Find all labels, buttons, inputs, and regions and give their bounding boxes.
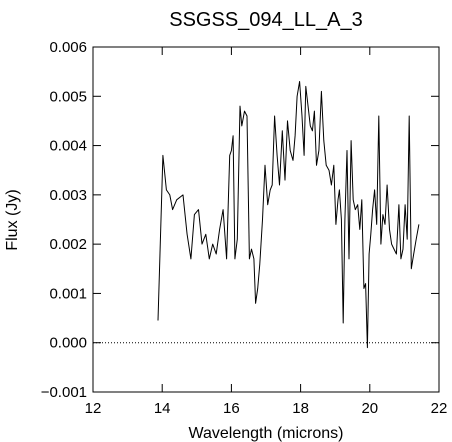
y-tick-label: 0.003	[49, 187, 87, 204]
x-tick-label: 12	[85, 400, 102, 417]
y-tick-label: 0.004	[49, 138, 87, 155]
y-tick-label: 0.002	[49, 236, 87, 253]
y-tick-label: 0.000	[49, 335, 87, 352]
x-tick-label: 22	[431, 400, 448, 417]
x-axis-title: Wavelength (microns)	[188, 425, 343, 442]
y-tick-label: 0.005	[49, 88, 87, 105]
y-tick-label: −0.001	[41, 384, 87, 401]
y-axis-title: Flux (Jy)	[4, 189, 21, 250]
y-tick-label: 0.001	[49, 285, 87, 302]
y-axis-ticks: −0.001 0.000 0.001 0.002 0.003 0.004 0.005 0.00…	[41, 39, 439, 401]
x-tick-label: 14	[154, 400, 171, 417]
x-axis-ticks: 12 14 16 18 20 22	[85, 47, 448, 417]
chart-title: SSGSS_094_LL_A_3	[169, 9, 363, 31]
y-tick-label: 0.006	[49, 39, 87, 56]
series-line-flux	[157, 81, 420, 349]
plot-frame	[92, 46, 440, 393]
x-tick-label: 20	[361, 400, 378, 417]
x-tick-label: 16	[223, 400, 240, 417]
x-tick-label: 18	[292, 400, 309, 417]
